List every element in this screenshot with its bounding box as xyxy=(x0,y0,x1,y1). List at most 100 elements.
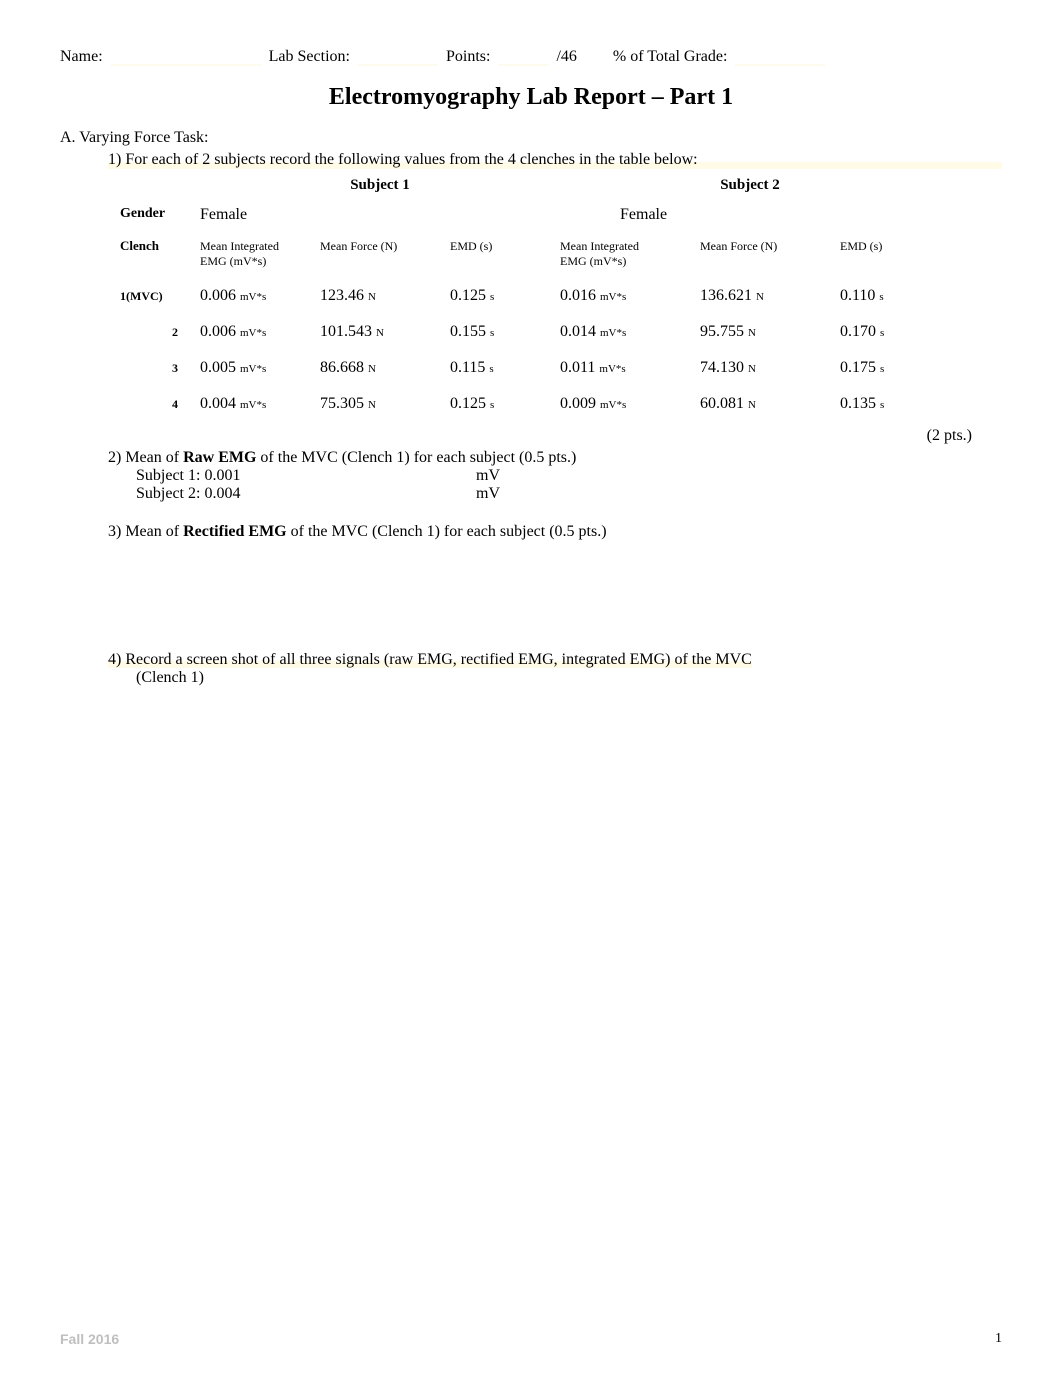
subject-header-row: Subject 1 Subject 2 xyxy=(120,177,972,194)
points-note: (2 pts.) xyxy=(60,427,972,445)
points-total: /46 xyxy=(556,48,576,66)
row-label: 2 xyxy=(172,325,178,339)
cell: 74.130 xyxy=(700,359,744,376)
cell: 0.155 xyxy=(450,323,486,340)
footer: Fall 2016 1 xyxy=(60,1331,1002,1347)
unit: s xyxy=(880,399,884,411)
points-blank[interactable] xyxy=(498,48,548,66)
cell: 95.755 xyxy=(700,323,744,340)
col-mi-l2: EMG (mV*s) xyxy=(200,254,266,268)
points-label: Points: xyxy=(446,48,490,66)
cell: 136.621 xyxy=(700,287,752,304)
col-clench: Clench xyxy=(120,238,200,254)
unit: s xyxy=(490,399,494,411)
q4-b: (Clench 1) xyxy=(136,669,204,686)
cell: 60.081 xyxy=(700,395,744,412)
subject2-label: Subject 2 xyxy=(560,177,940,194)
table-row: 3 0.005 mV*s 86.668 N 0.115 s 0.011 mV*s… xyxy=(120,359,972,377)
pct-label: % of Total Grade: xyxy=(613,48,728,66)
unit: s xyxy=(880,363,884,375)
unit: N xyxy=(748,363,756,375)
cell: 75.305 xyxy=(320,395,364,412)
cell: 0.005 xyxy=(200,359,236,376)
q3-rest: of the MVC (Clench 1) for each subject (… xyxy=(287,523,607,540)
table-row: 2 0.006 mV*s 101.543 N 0.155 s 0.014 mV*… xyxy=(120,323,972,341)
col-s2-force: Mean Force (N) xyxy=(700,239,840,254)
q4-line: 4) Record a screen shot of all three sig… xyxy=(108,651,1002,687)
unit: N xyxy=(368,399,376,411)
col-s2-mi: Mean Integrated EMG (mV*s) xyxy=(560,239,700,269)
col-mi2-l2: EMG (mV*s) xyxy=(560,254,626,268)
col-s1-emd: EMD (s) xyxy=(450,239,560,254)
cell: 86.668 xyxy=(320,359,364,376)
footer-page: 1 xyxy=(995,1331,1002,1347)
cell: 0.004 xyxy=(200,395,236,412)
data-table: Subject 1 Subject 2 Gender Female Female… xyxy=(120,177,972,413)
cell: 0.175 xyxy=(840,359,876,376)
gender-label: Gender xyxy=(120,206,200,224)
unit: N xyxy=(756,291,764,303)
cell: 0.009 xyxy=(560,395,596,412)
cell: 0.016 xyxy=(560,287,596,304)
unit: mV*s xyxy=(600,327,626,339)
col-s2-emd: EMD (s) xyxy=(840,239,940,254)
q2-bold: Raw EMG xyxy=(183,449,256,466)
q2-s2-label: Subject 2: 0.004 xyxy=(136,485,476,503)
gender-s1: Female xyxy=(200,206,560,224)
cell: 0.135 xyxy=(840,395,876,412)
q3-bold: Rectified EMG xyxy=(183,523,287,540)
q2-sub2: Subject 2: 0.004 mV xyxy=(136,485,1002,503)
subject1-label: Subject 1 xyxy=(200,177,560,194)
name-blank[interactable] xyxy=(111,48,261,66)
labsection-label: Lab Section: xyxy=(269,48,350,66)
q2-s2-unit: mV xyxy=(476,485,500,503)
q2-s1-label: Subject 1: 0.001 xyxy=(136,467,476,485)
section-a-heading: A. Varying Force Task: xyxy=(60,129,1002,147)
cell: 0.011 xyxy=(560,359,595,376)
cell: 123.46 xyxy=(320,287,364,304)
table-row: 4 0.004 mV*s 75.305 N 0.125 s 0.009 mV*s… xyxy=(120,395,972,413)
header-row: Name: Lab Section: Points: /46 % of Tota… xyxy=(60,48,1002,66)
unit: mV*s xyxy=(600,291,626,303)
unit: N xyxy=(368,363,376,375)
gender-row: Gender Female Female xyxy=(120,206,972,224)
q4-a: 4) Record a screen shot of all three sig… xyxy=(108,651,752,668)
pct-blank[interactable] xyxy=(735,48,825,66)
row-label: 1(MVC) xyxy=(120,289,163,303)
cell: 0.006 xyxy=(200,287,236,304)
cell: 0.006 xyxy=(200,323,236,340)
unit: mV*s xyxy=(599,363,625,375)
unit: mV*s xyxy=(240,399,266,411)
col-s1-mi: Mean Integrated EMG (mV*s) xyxy=(200,239,320,269)
unit: s xyxy=(879,291,883,303)
unit: s xyxy=(490,291,494,303)
unit: N xyxy=(748,399,756,411)
q2-sub1: Subject 1: 0.001 mV xyxy=(136,467,1002,485)
col-s1-force: Mean Force (N) xyxy=(320,239,450,254)
unit: mV*s xyxy=(240,291,266,303)
q2-pre: 2) Mean of xyxy=(108,449,183,466)
row-label: 4 xyxy=(172,397,178,411)
page-title: Electromyography Lab Report – Part 1 xyxy=(60,84,1002,111)
name-label: Name: xyxy=(60,48,103,66)
q2-line: 2) Mean of Raw EMG of the MVC (Clench 1)… xyxy=(108,449,1002,467)
unit: mV*s xyxy=(600,399,626,411)
cell: 0.014 xyxy=(560,323,596,340)
cell: 0.115 xyxy=(450,359,485,376)
unit: s xyxy=(490,327,494,339)
q1-text: 1) For each of 2 subjects record the fol… xyxy=(108,151,1002,169)
unit: s xyxy=(489,363,493,375)
gender-s2: Female xyxy=(560,206,940,224)
cell: 0.110 xyxy=(840,287,875,304)
row-label: 3 xyxy=(172,361,178,375)
col-mi-l1: Mean Integrated xyxy=(200,239,279,253)
q3-pre: 3) Mean of xyxy=(108,523,183,540)
col-mi2-l1: Mean Integrated xyxy=(560,239,639,253)
unit: mV*s xyxy=(240,363,266,375)
q3-line: 3) Mean of Rectified EMG of the MVC (Cle… xyxy=(108,523,1002,541)
unit: N xyxy=(748,327,756,339)
q2-s1-unit: mV xyxy=(476,467,500,485)
cell: 0.170 xyxy=(840,323,876,340)
unit: s xyxy=(880,327,884,339)
labsection-blank[interactable] xyxy=(358,48,438,66)
